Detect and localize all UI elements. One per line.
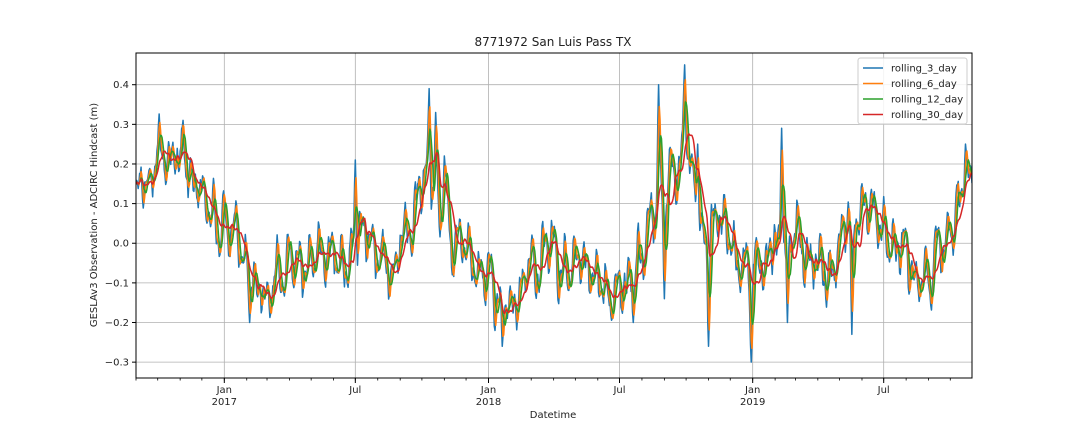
legend-box	[857, 57, 968, 125]
legend-label: rolling_12_day	[891, 95, 963, 106]
x-tick-label: Jan	[480, 385, 496, 396]
y-tick-label: 0.3	[113, 120, 129, 131]
x-tick-label: Jul	[348, 385, 361, 396]
y-tick-label: 0.2	[113, 159, 129, 170]
x-tick-year-label: 2017	[212, 397, 237, 408]
x-axis-label: Datetime	[530, 410, 577, 421]
y-tick-label: −0.2	[105, 318, 129, 329]
series-line-rolling-3-day	[136, 64, 972, 363]
legend-label: rolling_30_day	[891, 110, 963, 121]
chart-title: 8771972 San Luis Pass TX	[474, 35, 631, 49]
y-axis-ticks: −0.3 −0.2 −0.1 0.0 0.1 0.2 0.3 0.4	[105, 80, 136, 369]
x-tick-year-label: 2018	[476, 397, 501, 408]
x-tick-year-label: 2019	[740, 397, 765, 408]
y-tick-label: −0.1	[105, 278, 129, 289]
series-lines	[136, 64, 972, 363]
x-tick-label: Jul	[877, 385, 890, 396]
y-tick-label: 0.4	[113, 80, 129, 91]
x-tick-label: Jan	[216, 385, 232, 396]
plot-frame	[135, 52, 973, 379]
x-tick-label: Jul	[612, 385, 625, 396]
grid-lines	[136, 53, 972, 378]
y-axis-label: GESLAv3 Observation - ADCIRC Hindcast (m…	[89, 103, 100, 327]
y-tick-label: 0.1	[113, 199, 129, 210]
y-tick-label: 0.0	[113, 239, 129, 250]
series-line-rolling-12-day	[136, 101, 972, 326]
y-tick-label: −0.3	[105, 358, 129, 369]
legend-label: rolling_6_day	[891, 79, 957, 90]
x-tick-label: Jan	[744, 385, 760, 396]
series-line-rolling-30-day	[136, 133, 972, 315]
legend-label: rolling_3_day	[891, 64, 957, 75]
legend: rolling_3_day rolling_6_day rolling_12_day…	[857, 57, 968, 125]
